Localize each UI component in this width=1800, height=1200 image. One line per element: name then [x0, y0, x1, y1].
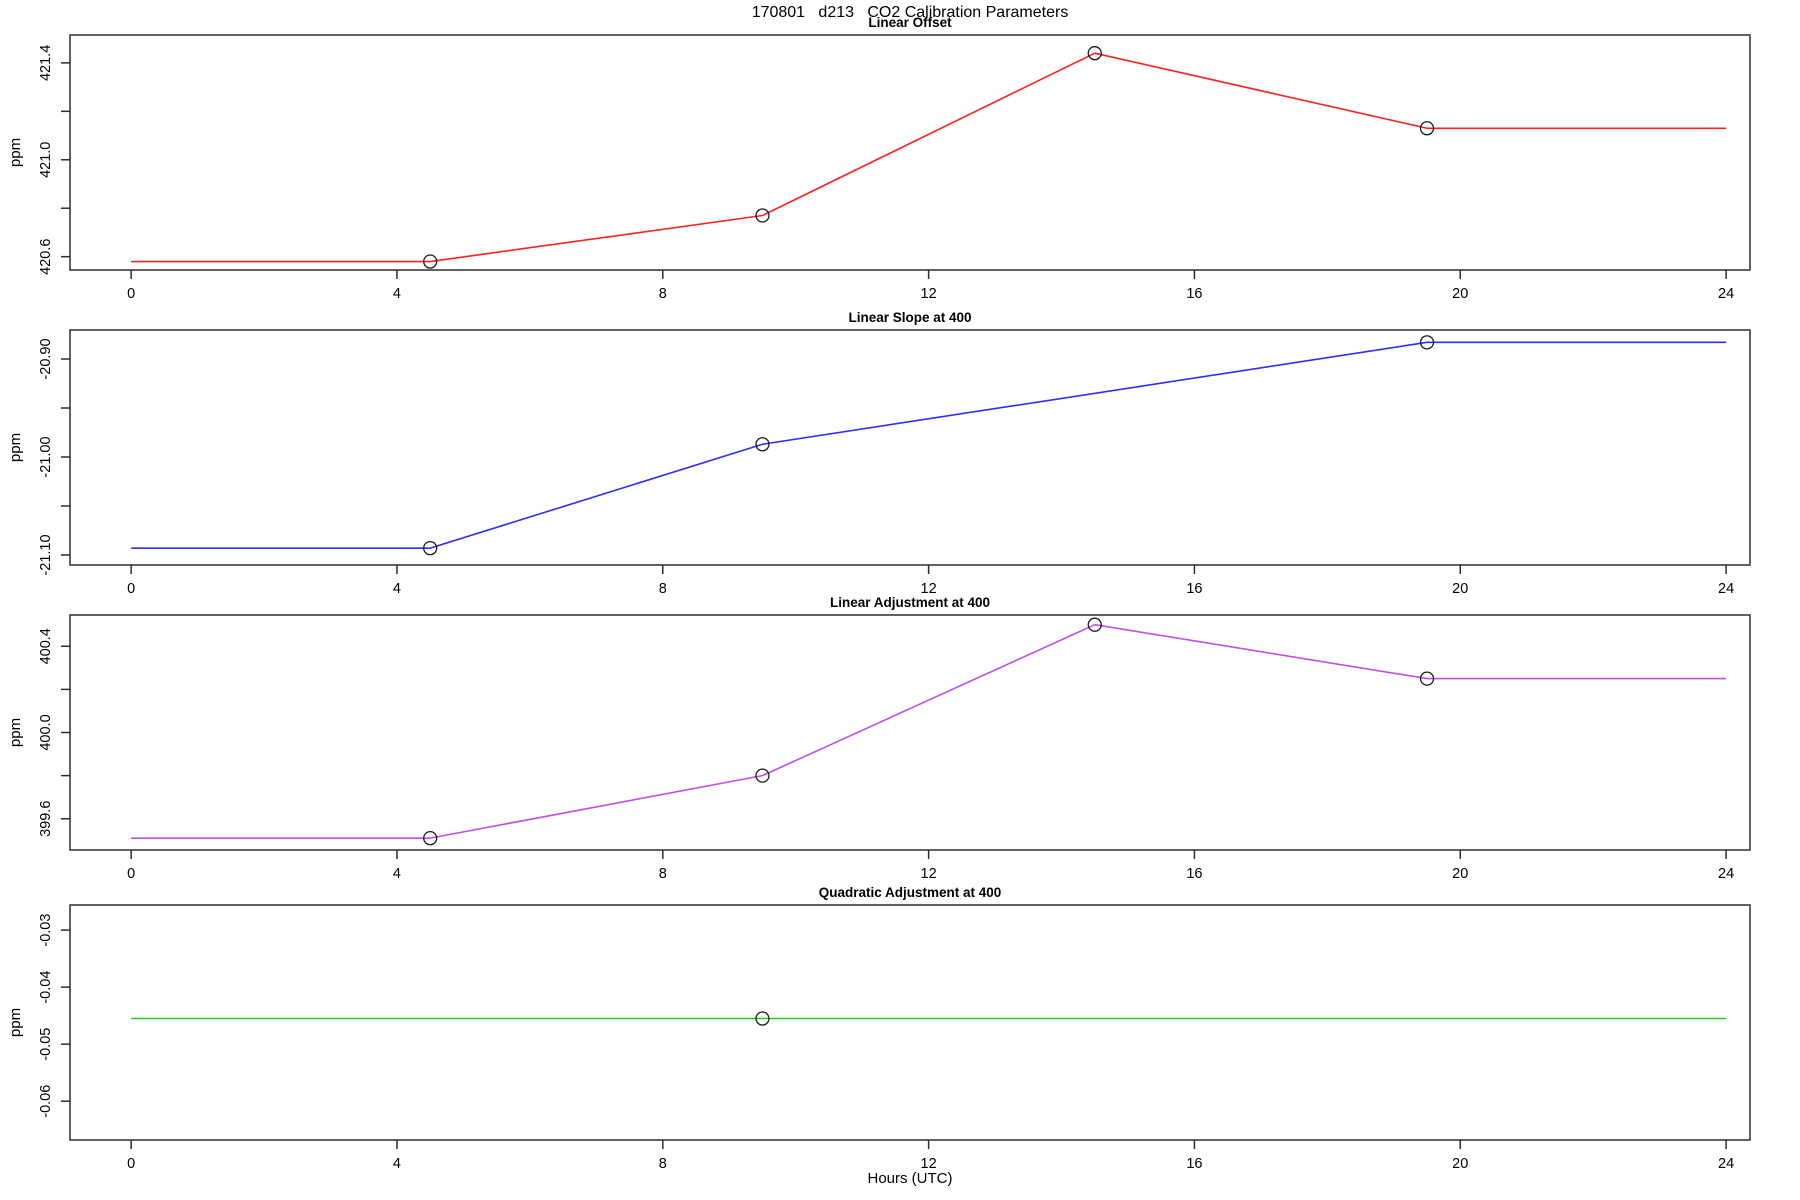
- plot-box: [69, 329, 1751, 566]
- x-tick-label: 0: [127, 866, 135, 882]
- y-tick-label: -21.10: [38, 534, 54, 575]
- data-point-marker: [423, 254, 438, 269]
- x-tick-label: 12: [921, 581, 937, 597]
- data-point-marker: [1087, 617, 1102, 632]
- x-axis-label: Hours (UTC): [867, 1170, 953, 1187]
- x-tick-label: 8: [659, 286, 667, 302]
- data-point-marker: [1419, 121, 1435, 136]
- page-title: 170801 d213 CO2 Calibration Parameters: [751, 4, 1069, 21]
- x-tick-label: 24: [1718, 286, 1734, 302]
- plot-box: [69, 34, 1751, 271]
- x-tick-label: 20: [1452, 1156, 1468, 1172]
- x-tick-label: 20: [1452, 286, 1468, 302]
- x-tick-label: 8: [659, 1156, 667, 1172]
- data-point-marker: [423, 830, 438, 846]
- x-tick-label: 16: [1186, 866, 1202, 882]
- series-line-linear-slope-at-400: [131, 341, 1727, 549]
- data-point-marker: [423, 540, 438, 556]
- data-point-marker: [1087, 46, 1102, 61]
- plot-box: [69, 904, 1751, 1141]
- data-point-marker: [755, 208, 770, 223]
- panel-title: Linear Adjustment at 400: [830, 595, 990, 610]
- x-tick-label: 0: [127, 286, 135, 302]
- y-tick-label: -20.90: [38, 338, 54, 379]
- y-tick-label: 421.0: [38, 142, 54, 178]
- x-tick-label: 4: [393, 286, 401, 302]
- data-point-marker: [1419, 335, 1435, 350]
- x-tick-label: 8: [659, 866, 667, 882]
- y-axis-label: ppm: [7, 138, 24, 167]
- x-tick-label: 24: [1718, 866, 1734, 882]
- x-tick-label: 4: [393, 1156, 401, 1172]
- y-tick-label: -0.06: [38, 1085, 54, 1118]
- x-tick-label: 0: [127, 1156, 135, 1172]
- x-tick-label: 0: [127, 581, 135, 597]
- panel-title: Linear Slope at 400: [848, 310, 971, 325]
- x-tick-label: 12: [921, 866, 937, 882]
- x-tick-label: 12: [921, 1156, 937, 1172]
- y-axis-label: ppm: [7, 718, 24, 747]
- x-tick-label: 20: [1452, 581, 1468, 597]
- x-tick-label: 24: [1718, 1156, 1734, 1172]
- y-tick-label: -0.04: [38, 971, 54, 1004]
- x-tick-label: 16: [1186, 1156, 1202, 1172]
- data-point-marker: [1419, 671, 1435, 686]
- y-axis-label: ppm: [7, 433, 24, 462]
- panel-title: Linear Offset: [868, 15, 952, 30]
- series-line-linear-offset: [131, 52, 1727, 263]
- x-tick-label: 16: [1186, 286, 1202, 302]
- x-tick-label: 24: [1718, 581, 1734, 597]
- y-tick-label: 399.6: [38, 801, 54, 837]
- data-point-marker: [755, 1011, 770, 1026]
- plot-box: [69, 614, 1751, 851]
- y-tick-label: 400.0: [38, 714, 54, 750]
- series-line-linear-adjustment-at-400: [131, 623, 1727, 839]
- y-tick-label: 400.4: [38, 628, 54, 664]
- x-tick-label: 16: [1186, 581, 1202, 597]
- y-tick-label: 420.6: [38, 239, 54, 275]
- data-point-marker: [755, 768, 770, 783]
- y-tick-label: -0.03: [38, 914, 54, 947]
- y-tick-label: -21.00: [38, 436, 54, 477]
- x-tick-label: 4: [393, 866, 401, 882]
- x-tick-label: 4: [393, 581, 401, 597]
- x-tick-label: 20: [1452, 866, 1468, 882]
- x-tick-label: 12: [921, 286, 937, 302]
- data-point-marker: [755, 437, 770, 452]
- x-tick-label: 8: [659, 581, 667, 597]
- y-tick-label: 421.4: [38, 45, 54, 81]
- y-axis-label: ppm: [7, 1008, 24, 1037]
- y-tick-label: -0.05: [38, 1028, 54, 1061]
- panel-title: Quadratic Adjustment at 400: [819, 885, 1002, 900]
